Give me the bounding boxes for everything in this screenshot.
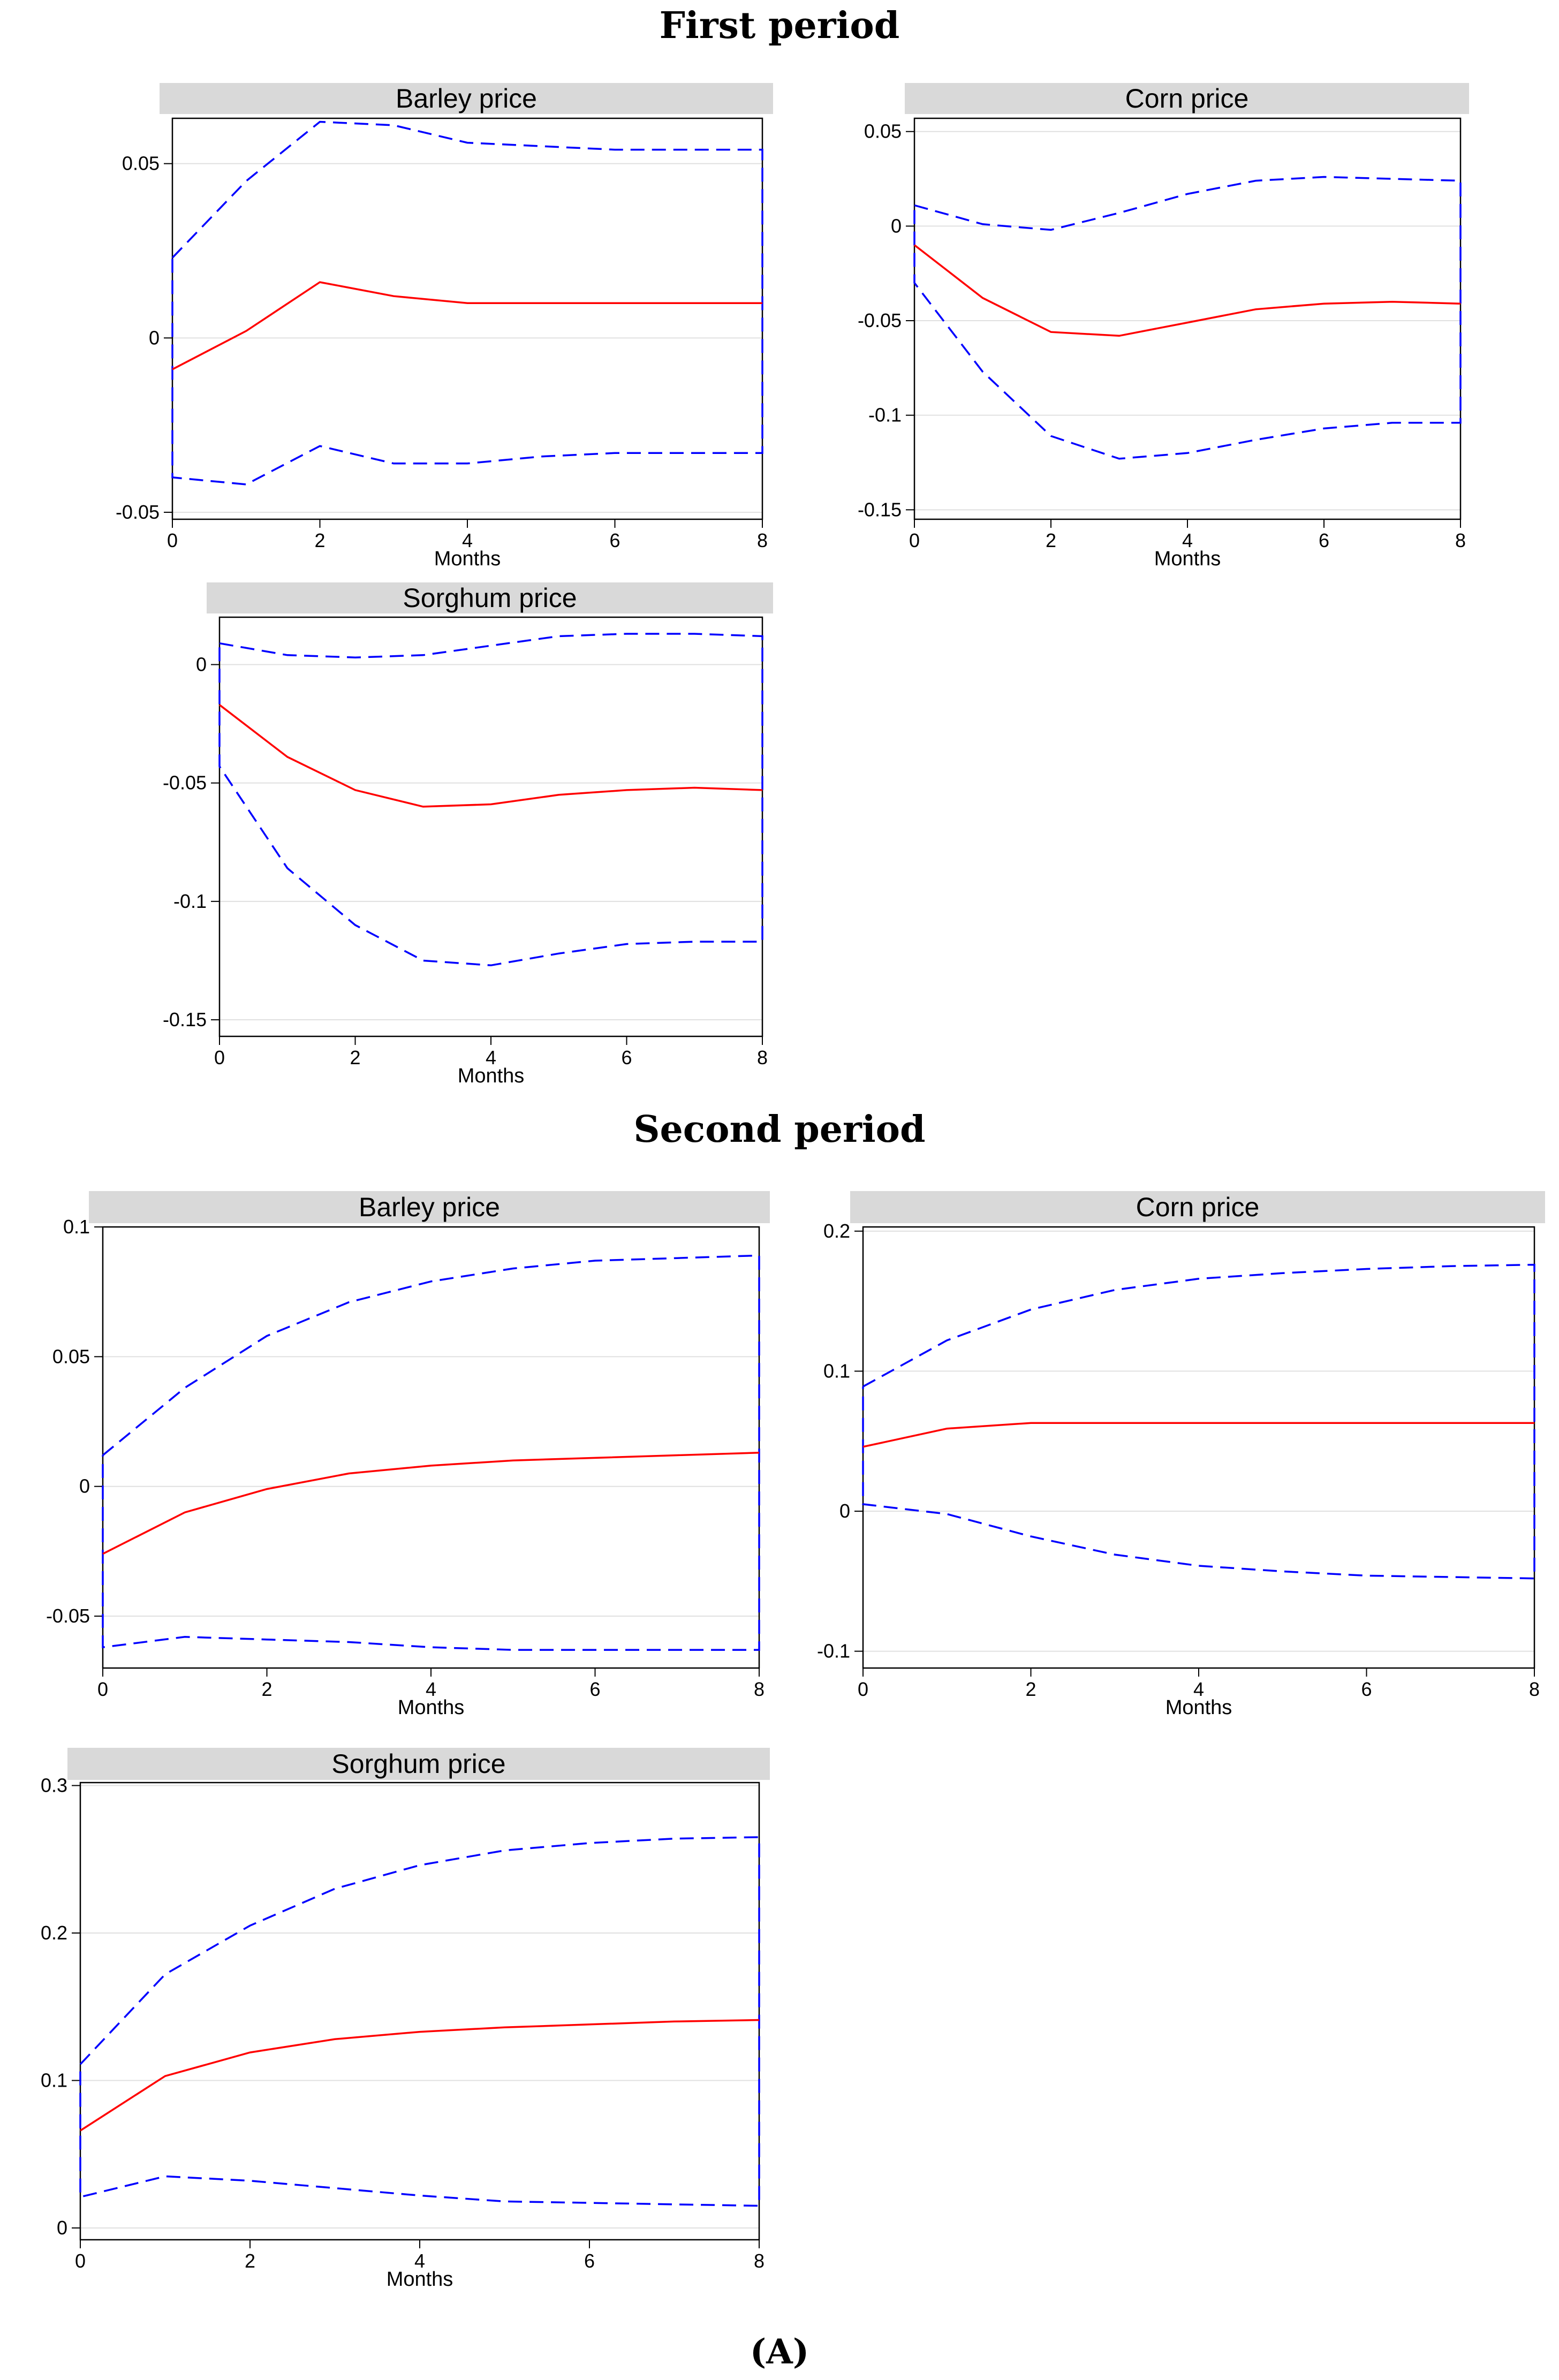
chart-0-xtick-label: 8: [757, 529, 768, 551]
chart-4-xtick-label: 0: [858, 1678, 868, 1700]
figure-label: (A): [750, 2332, 809, 2372]
chart-4-xtick-label: 8: [1529, 1678, 1540, 1700]
chart-1-ytick-label: -0.1: [868, 404, 902, 426]
chart-4-ytick-label: -0.1: [817, 1640, 850, 1662]
chart-5-xtick-label: 8: [754, 2250, 765, 2272]
chart-5-ytick-label: 0.1: [41, 2069, 67, 2091]
chart-5-plot-frame: [79, 1782, 760, 2241]
chart-3-confidence-band: [102, 1254, 760, 1651]
chart-3-xtick-label: 2: [261, 1678, 272, 1700]
second-period-title: Second period: [633, 1108, 926, 1151]
chart-5-irf-line: [80, 2019, 760, 2132]
chart-4-title: Corn price: [1136, 1192, 1260, 1222]
chart-2-ytick-label: -0.05: [163, 772, 207, 794]
chart-0-title-band: [160, 83, 773, 114]
chart-3-xtick-label: 6: [589, 1678, 600, 1700]
chart-4-ytick-label: 0.2: [823, 1220, 850, 1242]
chart-1-ytick-label: 0.05: [864, 120, 902, 142]
chart-0-confidence-band: [171, 120, 763, 486]
chart-1-xtick-label: 8: [1455, 529, 1466, 551]
chart-3-ytick-label: 0.1: [63, 1216, 90, 1238]
chart-0-xtick-label: 0: [167, 529, 178, 551]
chart-2-title: Sorghum price: [403, 583, 577, 613]
chart-1-xlabel: Months: [1154, 548, 1221, 570]
chart-3-ytick-label: -0.05: [46, 1605, 90, 1627]
chart-2-irf-line: [218, 704, 763, 808]
chart-2-xtick-label: 4: [486, 1047, 496, 1068]
chart-3-irf-line: [102, 1451, 760, 1555]
chart-1-confidence-band: [913, 176, 1462, 460]
chart-1-xtick-label: 0: [909, 529, 920, 551]
chart-0-xtick-label: 6: [609, 529, 620, 551]
chart-2-xtick-label: 8: [757, 1047, 768, 1068]
chart-1-ytick-label: -0.15: [858, 498, 902, 520]
chart-3-xtick-label: 4: [426, 1678, 436, 1700]
chart-5-ytick-label: 0.3: [41, 1775, 67, 1797]
chart-2-confidence-band: [218, 633, 763, 967]
chart-4-irf-line: [862, 1422, 1534, 1448]
chart-5-xlabel: Months: [387, 2268, 453, 2291]
chart-4-confidence-band: [862, 1263, 1535, 1580]
chart-0-xlabel: Months: [434, 548, 501, 570]
chart-3-ytick-label: 0.05: [52, 1345, 90, 1367]
chart-5-xtick-label: 4: [414, 2250, 425, 2272]
chart-0-xtick-label: 2: [314, 529, 325, 551]
chart-5-xtick-label: 0: [75, 2250, 86, 2272]
chart-0-xtick-label: 4: [462, 529, 473, 551]
chart-5-ytick-label: 0: [57, 2217, 67, 2239]
chart-0-ytick-label: 0: [149, 327, 160, 348]
chart-4-ytick-label: 0: [839, 1500, 850, 1522]
chart-3-xtick-label: 8: [754, 1678, 765, 1700]
chart-4-ytick-label: 0.1: [823, 1360, 850, 1382]
chart-0-title: Barley price: [396, 84, 537, 113]
chart-2-xtick-label: 2: [350, 1047, 360, 1068]
chart-4-xtick-label: 4: [1193, 1678, 1204, 1700]
chart-4-title-band: [850, 1191, 1545, 1223]
chart-2-xtick-label: 0: [214, 1047, 225, 1068]
chart-4-xtick-label: 2: [1025, 1678, 1036, 1700]
chart-1-ytick-label: 0: [891, 215, 902, 237]
chart-5-title-band: [67, 1748, 770, 1780]
chart-2-xtick-label: 6: [621, 1047, 632, 1068]
chart-1-xtick-label: 2: [1046, 529, 1056, 551]
chart-5-xtick-label: 2: [245, 2250, 255, 2272]
chart-1-title-band: [905, 83, 1469, 114]
chart-0-irf-line: [172, 281, 762, 370]
chart-3-xtick-label: 0: [97, 1678, 108, 1700]
chart-1-xtick-label: 4: [1182, 529, 1193, 551]
chart-2-xlabel: Months: [458, 1065, 525, 1087]
chart-5-title: Sorghum price: [331, 1749, 505, 1779]
first-period-title: First period: [659, 4, 900, 47]
chart-2-title-band: [207, 582, 773, 613]
chart-0-ytick-label: -0.05: [116, 501, 160, 523]
chart-2-ytick-label: -0.1: [173, 890, 207, 912]
chart-1-title: Corn price: [1125, 84, 1249, 113]
chart-3-xlabel: Months: [398, 1696, 465, 1719]
chart-5-xtick-label: 6: [584, 2250, 595, 2272]
chart-3-ytick-label: 0: [79, 1475, 90, 1497]
chart-4-xlabel: Months: [1166, 1696, 1232, 1719]
chart-0-ytick-label: 0.05: [122, 153, 160, 175]
chart-2-ytick-label: -0.15: [163, 1009, 207, 1030]
chart-2-ytick-label: 0: [196, 653, 207, 675]
chart-1-ytick-label: -0.05: [858, 309, 902, 331]
chart-1-irf-line: [913, 244, 1461, 337]
chart-3-title-band: [89, 1191, 770, 1223]
chart-1-xtick-label: 6: [1319, 529, 1329, 551]
chart-5-ytick-label: 0.2: [41, 1922, 67, 1944]
chart-3-title: Barley price: [359, 1192, 500, 1222]
chart-4-xtick-label: 6: [1361, 1678, 1372, 1700]
